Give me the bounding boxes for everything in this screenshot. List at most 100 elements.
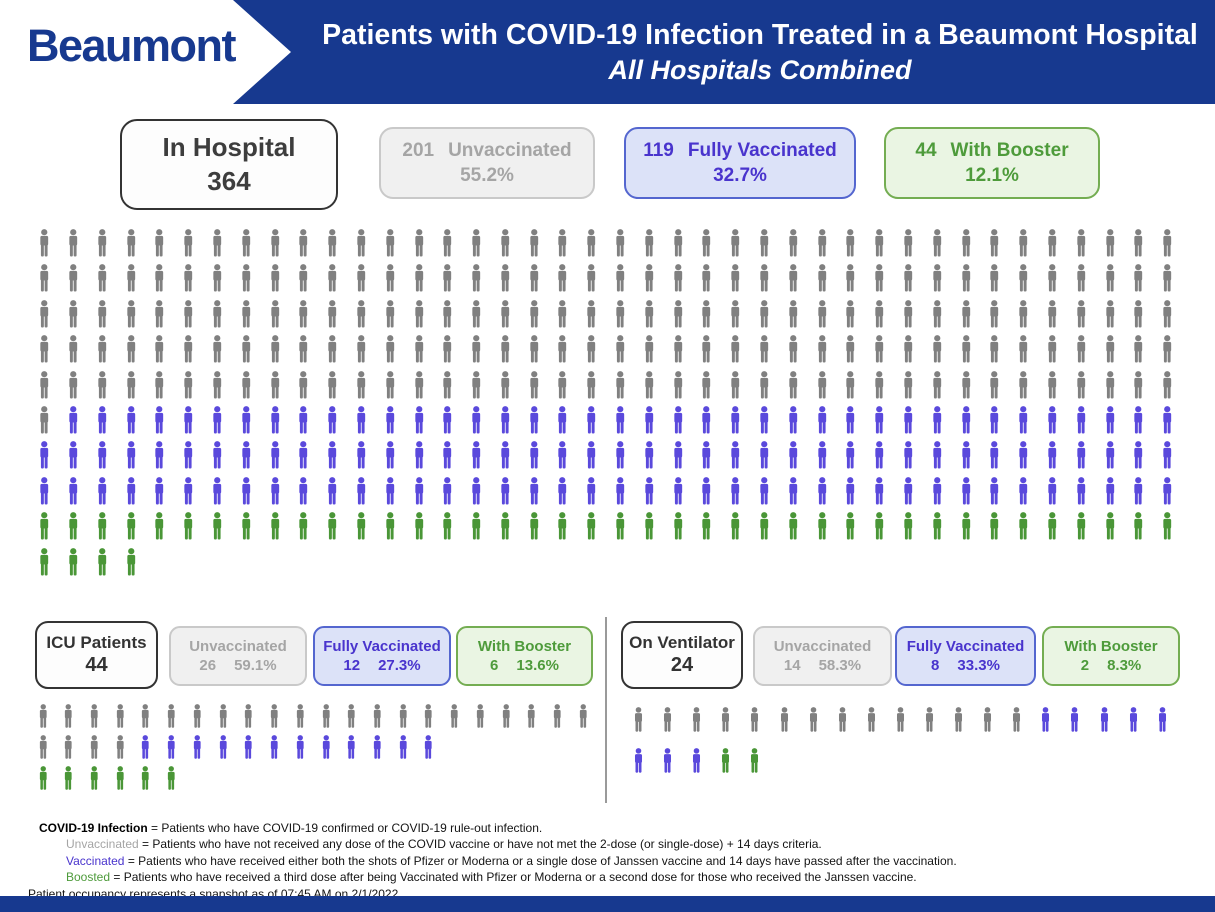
person-icon <box>88 547 117 583</box>
footnote-boosted-lead: Boosted <box>66 870 111 885</box>
person-icon <box>318 441 347 476</box>
person-icon <box>606 264 635 299</box>
person-icon <box>1124 370 1153 406</box>
person-icon <box>260 441 289 476</box>
person-icon <box>289 512 318 547</box>
person-icon <box>635 406 664 441</box>
person-icon <box>462 335 491 370</box>
person-icon <box>364 735 390 766</box>
person-icon <box>624 707 653 748</box>
person-icon <box>721 229 750 264</box>
person-icon <box>799 707 828 748</box>
person-icon <box>779 264 808 299</box>
icu-fully-vaccinated-box: Fully Vaccinated 12 27.3% <box>313 626 451 686</box>
in-hospital-total-box: In Hospital 364 <box>120 119 338 210</box>
person-icon <box>289 264 318 299</box>
person-icon <box>548 229 577 264</box>
person-icon <box>462 512 491 547</box>
person-icon <box>491 441 520 476</box>
person-icon <box>145 441 174 476</box>
ventilator-fully-vaccinated-label: Fully Vaccinated <box>906 638 1025 655</box>
person-icon <box>364 704 390 735</box>
person-icon <box>404 370 433 406</box>
person-icon <box>664 512 693 547</box>
person-icon <box>491 229 520 264</box>
footnotes: COVID-19 Infection = Patients who have C… <box>14 820 1204 902</box>
person-icon <box>1148 707 1177 748</box>
person-icon <box>260 264 289 299</box>
person-icon <box>570 704 596 735</box>
person-icon <box>548 406 577 441</box>
person-icon <box>174 335 203 370</box>
person-icon <box>260 406 289 441</box>
person-icon <box>923 441 952 476</box>
person-icon <box>81 704 107 735</box>
person-icon <box>203 335 232 370</box>
person-icon <box>462 264 491 299</box>
person-icon <box>1124 512 1153 547</box>
person-icon <box>88 264 117 299</box>
person-icon <box>682 707 711 748</box>
person-icon <box>232 370 261 406</box>
person-icon <box>376 299 405 335</box>
person-icon <box>952 406 981 441</box>
person-icon <box>30 370 59 406</box>
person-icon <box>232 229 261 264</box>
person-icon <box>1119 707 1148 748</box>
ventilator-unvaccinated-box: Unvaccinated 14 58.3% <box>753 626 892 686</box>
icu-fully-vaccinated-count: 12 <box>343 657 361 674</box>
person-icon <box>577 370 606 406</box>
person-icon <box>376 441 405 476</box>
person-icon <box>721 299 750 335</box>
person-icon <box>404 512 433 547</box>
person-icon <box>30 441 59 476</box>
person-icon <box>133 704 159 735</box>
person-icon <box>548 264 577 299</box>
person-icon <box>81 735 107 766</box>
person-icon <box>836 264 865 299</box>
person-icon <box>1038 406 1067 441</box>
person-icon <box>347 476 376 512</box>
person-icon <box>116 547 145 583</box>
person-icon <box>203 370 232 406</box>
person-icon <box>1067 370 1096 406</box>
person-icon <box>404 264 433 299</box>
person-icon <box>88 335 117 370</box>
person-icon <box>577 476 606 512</box>
ventilator-fully-vaccinated-count: 8 <box>931 657 940 674</box>
person-icon <box>635 512 664 547</box>
person-icon <box>203 476 232 512</box>
person-icon <box>808 512 837 547</box>
person-icon <box>779 229 808 264</box>
person-icon <box>88 229 117 264</box>
page-subtitle: All Hospitals Combined <box>608 54 912 85</box>
person-icon <box>491 264 520 299</box>
person-icon <box>376 476 405 512</box>
person-icon <box>88 406 117 441</box>
person-icon <box>692 476 721 512</box>
person-icon <box>260 229 289 264</box>
person-icon <box>133 766 159 797</box>
person-icon <box>865 476 894 512</box>
person-icon <box>980 441 1009 476</box>
person-icon <box>88 441 117 476</box>
person-icon <box>347 406 376 441</box>
person-icon <box>664 441 693 476</box>
person-icon <box>376 370 405 406</box>
person-icon <box>433 441 462 476</box>
person-icon <box>116 476 145 512</box>
person-icon <box>59 264 88 299</box>
person-icon <box>442 704 468 735</box>
person-icon <box>519 704 545 735</box>
person-icon <box>376 512 405 547</box>
footnote-unvaccinated-lead: Unvaccinated <box>66 837 139 852</box>
person-icon <box>232 406 261 441</box>
person-icon <box>56 704 82 735</box>
person-icon <box>721 441 750 476</box>
person-icon <box>711 748 740 789</box>
person-icon <box>287 735 313 766</box>
person-icon <box>1067 476 1096 512</box>
person-icon <box>433 512 462 547</box>
person-icon <box>635 264 664 299</box>
person-icon <box>865 512 894 547</box>
